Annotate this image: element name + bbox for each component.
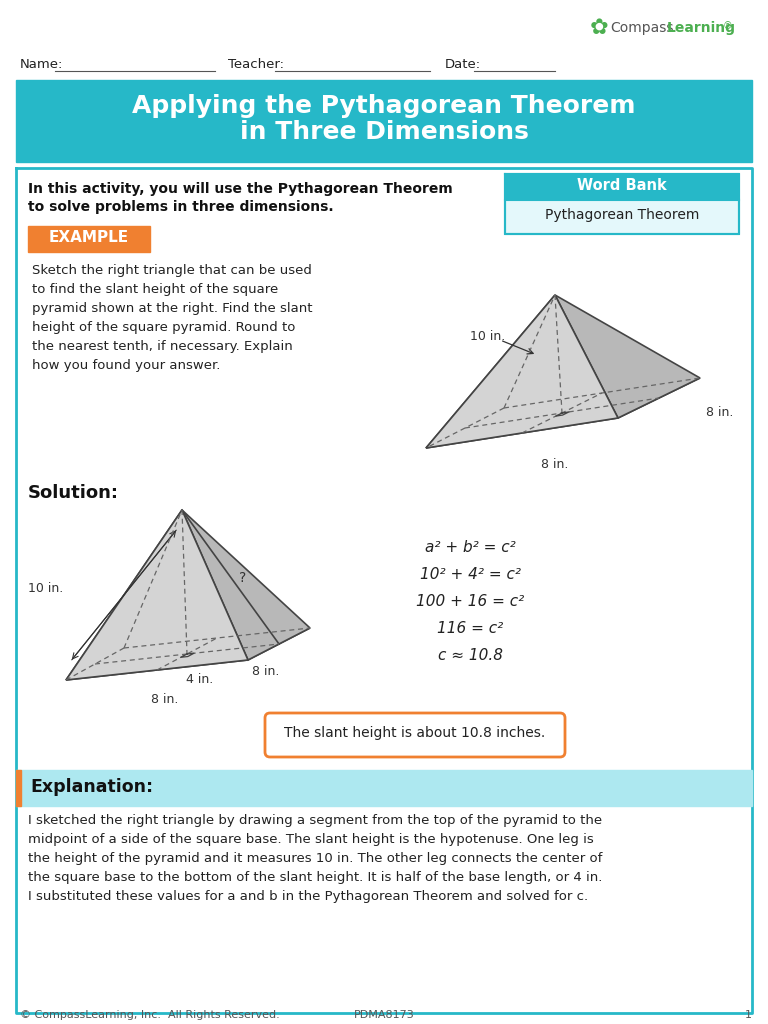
Text: to solve problems in three dimensions.: to solve problems in three dimensions. xyxy=(28,200,333,214)
Text: Learning: Learning xyxy=(667,22,736,35)
Text: The slant height is about 10.8 inches.: The slant height is about 10.8 inches. xyxy=(284,726,545,740)
Text: 116 = c²: 116 = c² xyxy=(437,621,503,636)
Text: Applying the Pythagorean Theorem: Applying the Pythagorean Theorem xyxy=(132,94,636,118)
Text: Name:: Name: xyxy=(20,58,64,71)
Text: Explanation:: Explanation: xyxy=(30,778,153,796)
Text: Sketch the right triangle that can be used: Sketch the right triangle that can be us… xyxy=(32,264,312,278)
Text: 1: 1 xyxy=(744,1010,752,1020)
Polygon shape xyxy=(66,510,248,680)
Text: EXAMPLE: EXAMPLE xyxy=(49,230,129,245)
Text: Word Bank: Word Bank xyxy=(577,178,667,193)
Text: 4 in.: 4 in. xyxy=(186,673,214,686)
Text: 8 in.: 8 in. xyxy=(541,458,568,471)
Polygon shape xyxy=(66,510,182,680)
Bar xyxy=(16,770,752,806)
Text: Pythagorean Theorem: Pythagorean Theorem xyxy=(545,208,699,222)
Polygon shape xyxy=(66,628,310,680)
Text: in Three Dimensions: in Three Dimensions xyxy=(240,120,528,144)
Text: how you found your answer.: how you found your answer. xyxy=(32,359,220,372)
Text: 10 in.: 10 in. xyxy=(470,330,505,343)
Polygon shape xyxy=(426,378,700,449)
Text: In this activity, you will use the Pythagorean Theorem: In this activity, you will use the Pytha… xyxy=(28,182,453,196)
Text: ?: ? xyxy=(239,571,246,585)
Text: Solution:: Solution: xyxy=(28,484,119,502)
Text: 8 in.: 8 in. xyxy=(706,406,733,419)
Text: c ≈ 10.8: c ≈ 10.8 xyxy=(438,648,502,663)
Text: Date:: Date: xyxy=(445,58,481,71)
Text: ®: ® xyxy=(723,22,733,31)
Text: a² + b² = c²: a² + b² = c² xyxy=(425,540,515,555)
Bar xyxy=(505,200,739,234)
Text: ✿: ✿ xyxy=(590,18,608,38)
Text: 10 in.: 10 in. xyxy=(28,582,63,595)
Text: 100 + 16 = c²: 100 + 16 = c² xyxy=(416,594,524,609)
Bar xyxy=(28,226,150,252)
Text: midpoint of a side of the square base. The slant height is the hypotenuse. One l: midpoint of a side of the square base. T… xyxy=(28,833,594,846)
Text: to find the slant height of the square: to find the slant height of the square xyxy=(32,283,278,296)
Polygon shape xyxy=(426,295,618,449)
Bar xyxy=(505,174,739,200)
Text: I substituted these values for a and b in the Pythagorean Theorem and solved for: I substituted these values for a and b i… xyxy=(28,890,588,903)
Text: Compass: Compass xyxy=(610,22,674,35)
FancyBboxPatch shape xyxy=(265,713,565,757)
Text: Teacher:: Teacher: xyxy=(228,58,284,71)
Text: pyramid shown at the right. Find the slant: pyramid shown at the right. Find the sla… xyxy=(32,302,313,315)
Polygon shape xyxy=(182,510,310,660)
Text: the square base to the bottom of the slant height. It is half of the base length: the square base to the bottom of the sla… xyxy=(28,871,602,884)
Polygon shape xyxy=(426,295,555,449)
Polygon shape xyxy=(555,295,700,418)
Text: height of the square pyramid. Round to: height of the square pyramid. Round to xyxy=(32,321,296,334)
Text: the nearest tenth, if necessary. Explain: the nearest tenth, if necessary. Explain xyxy=(32,340,293,353)
Text: 10² + 4² = c²: 10² + 4² = c² xyxy=(419,567,521,582)
Text: 8 in.: 8 in. xyxy=(151,693,179,706)
Text: I sketched the right triangle by drawing a segment from the top of the pyramid t: I sketched the right triangle by drawing… xyxy=(28,814,602,827)
Text: PDMA8173: PDMA8173 xyxy=(353,1010,415,1020)
Bar xyxy=(16,80,752,162)
Text: 8 in.: 8 in. xyxy=(252,665,280,678)
Text: the height of the pyramid and it measures 10 in. The other leg connects the cent: the height of the pyramid and it measure… xyxy=(28,852,602,865)
Bar xyxy=(16,770,21,806)
Text: © CompassLearning, Inc.  All Rights Reserved.: © CompassLearning, Inc. All Rights Reser… xyxy=(20,1010,280,1020)
